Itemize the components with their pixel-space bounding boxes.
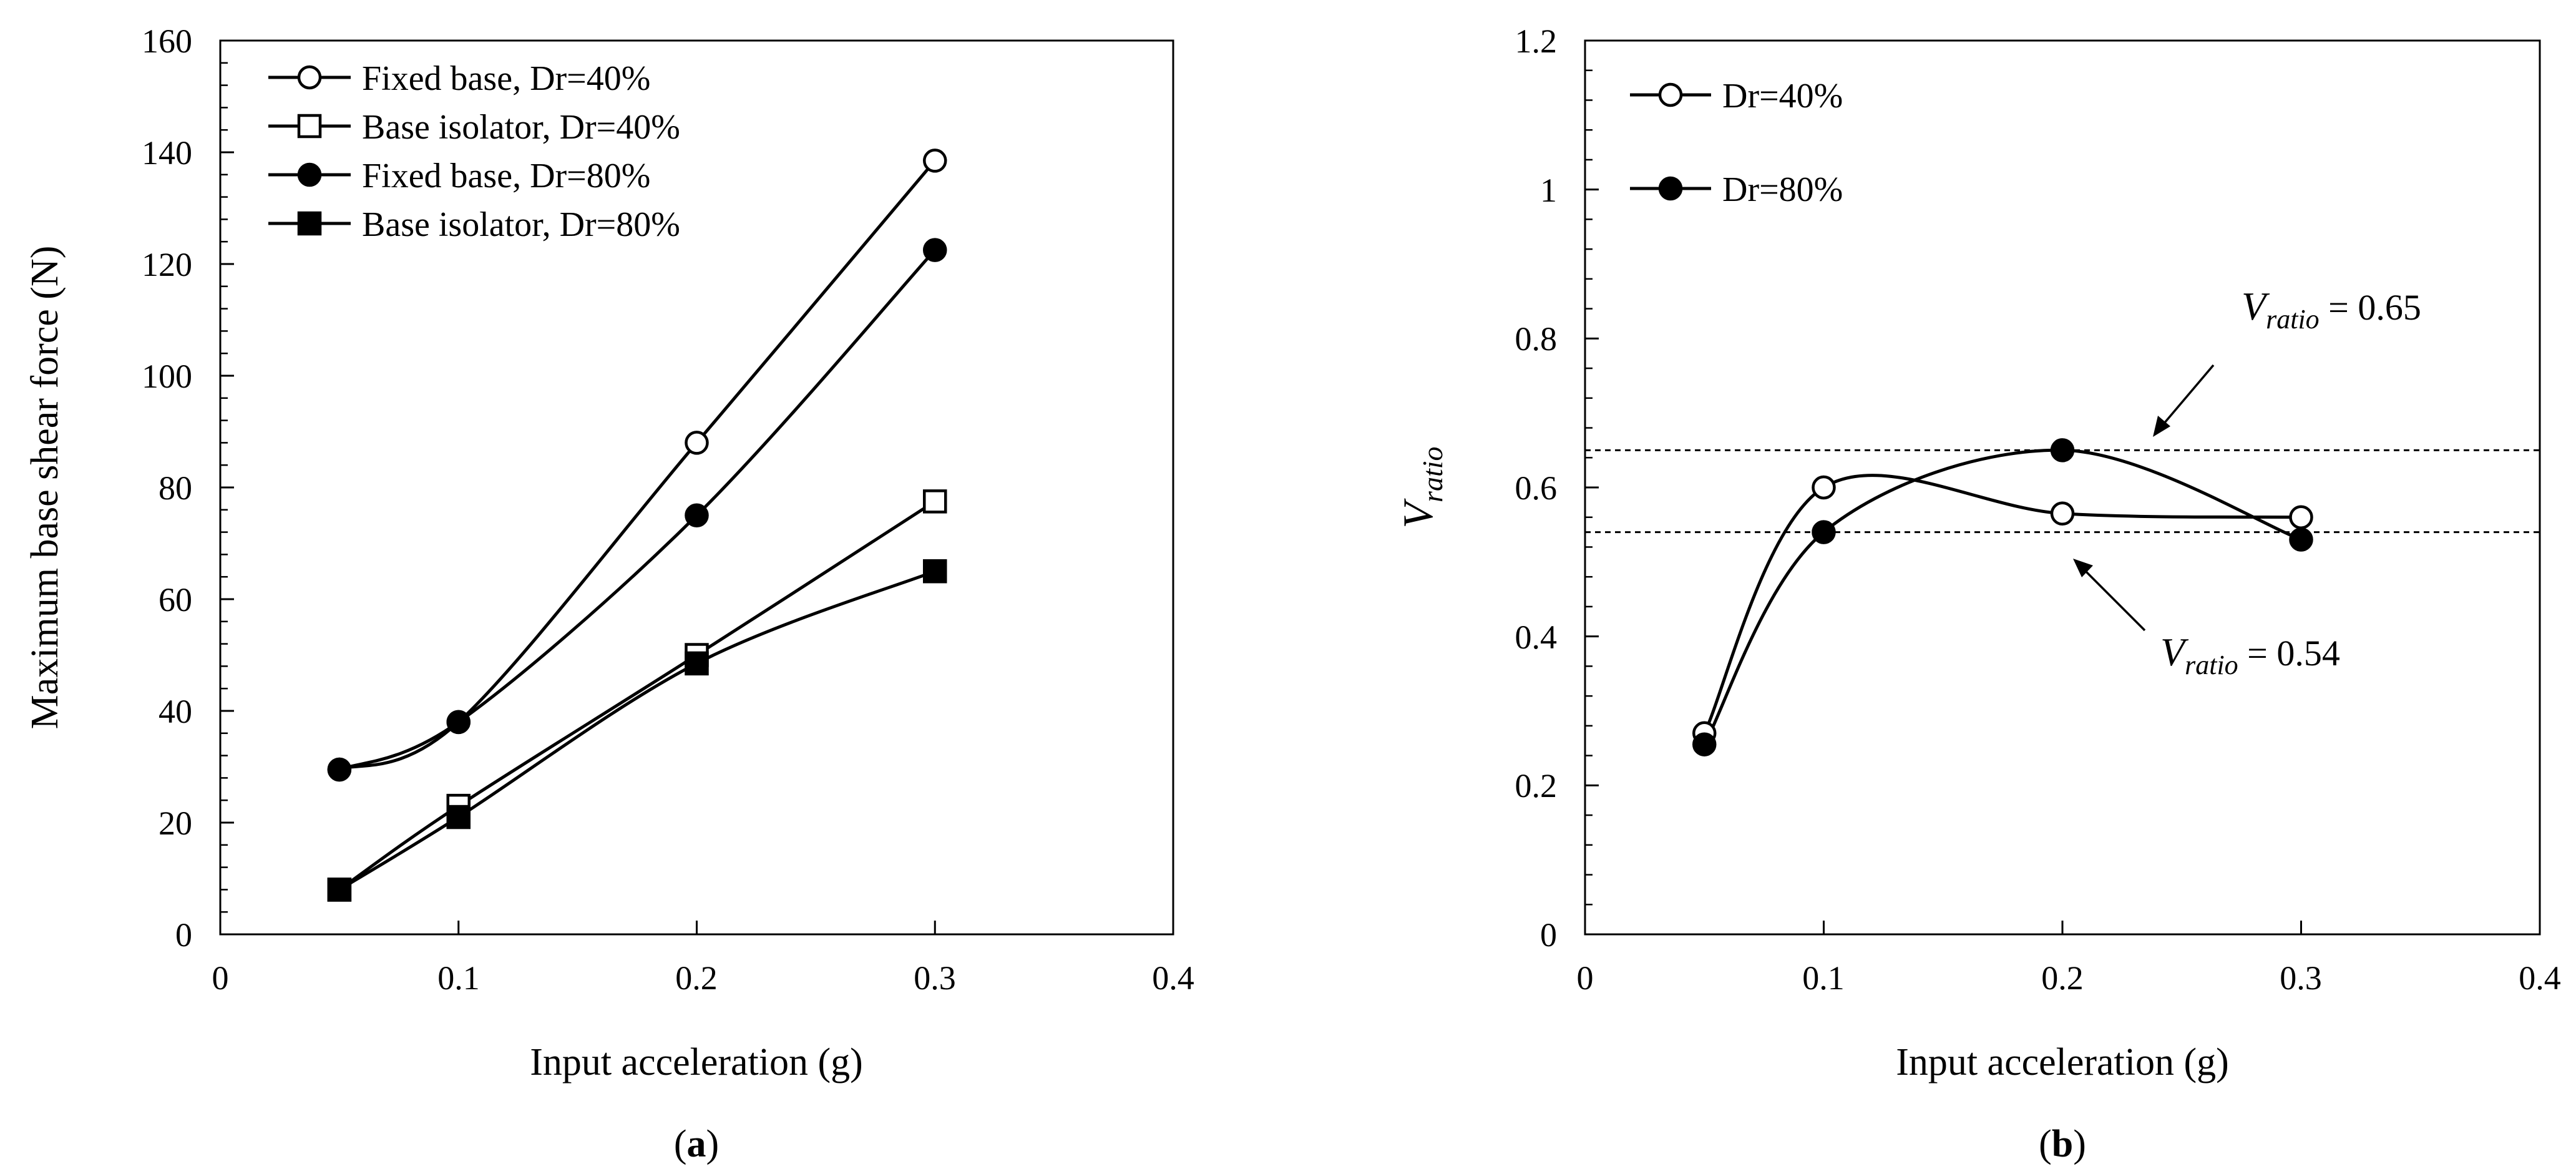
b-ytick-label: 0.4 xyxy=(1515,619,1558,656)
b-data-point xyxy=(1812,520,1836,544)
b-legend-item: Dr=80% xyxy=(1630,170,1843,209)
a-ytick-label: 140 xyxy=(142,134,192,172)
a-data-point xyxy=(685,503,709,527)
b-series-line-1 xyxy=(1703,474,2301,734)
b-ytick-label: 0.8 xyxy=(1515,320,1558,358)
a-legend-label: Fixed base, Dr=80% xyxy=(362,157,650,195)
a-ytick-label: 100 xyxy=(142,358,192,395)
b-ytick-label: 0.6 xyxy=(1515,469,1558,507)
a-xtick-label: 0.2 xyxy=(675,959,718,997)
b-ytick-label: 0 xyxy=(1540,916,1557,954)
b-ytick-label: 1 xyxy=(1540,172,1557,209)
b-legend: Dr=40% Dr=80% xyxy=(1630,77,1843,209)
a-ytick-label: 40 xyxy=(159,693,192,730)
a-data-point xyxy=(685,431,709,455)
a-ytick-label: 20 xyxy=(159,805,192,842)
a-data-point xyxy=(923,238,947,262)
b-annotation-upper: Vratio = 0.65 xyxy=(2153,284,2421,437)
axis-ticks-b xyxy=(1584,39,2541,936)
a-x-axis-title: Input acceleration (g) xyxy=(530,1041,863,1084)
series-lines-a xyxy=(338,159,937,891)
a-legend-item: Fixed base, Dr=40% xyxy=(268,59,650,98)
b-data-point xyxy=(2289,505,2313,529)
a-xtick-label: 0 xyxy=(212,959,229,997)
chart-panel-a: 0 20 40 60 80 100 120 140 160 0 0.1 0.2 … xyxy=(24,22,1194,1165)
b-legend-label: Dr=80% xyxy=(1722,170,1843,209)
b-annotation-lower: Vratio = 0.54 xyxy=(2073,559,2340,680)
a-legend-item: Base isolator, Dr=80% xyxy=(268,205,680,244)
a-legend-label: Fixed base, Dr=40% xyxy=(362,59,650,98)
a-xtick-label: 0.4 xyxy=(1152,959,1194,997)
a-legend-item: Fixed base, Dr=80% xyxy=(268,157,650,195)
a-y-axis-title: Maximum base shear force (N) xyxy=(24,246,66,730)
a-series-line-2 xyxy=(338,500,936,891)
series-markers-a xyxy=(327,149,947,902)
series-markers-b xyxy=(1692,438,2313,756)
a-data-point xyxy=(446,710,471,735)
a-ytick-label: 60 xyxy=(159,581,192,619)
b-legend-item: Dr=40% xyxy=(1630,77,1843,115)
a-ytick-label: 120 xyxy=(142,246,192,283)
a-series-line-4 xyxy=(338,569,936,891)
b-series-line-2 xyxy=(1703,448,2302,745)
a-xtick-label: 0.3 xyxy=(914,959,956,997)
b-annotation-upper-arrowhead xyxy=(2153,416,2170,437)
a-legend-label: Base isolator, Dr=40% xyxy=(362,108,680,147)
a-data-point xyxy=(685,651,709,676)
a-legend-item: Base isolator, Dr=40% xyxy=(268,108,680,147)
b-xtick-label: 0.3 xyxy=(2280,959,2322,997)
b-xtick-label: 0.4 xyxy=(2519,959,2561,997)
chart-panel-b: 0 0.2 0.4 0.6 0.8 1 1.2 0 0.1 0.2 0.3 0.… xyxy=(1394,22,2561,1165)
b-data-point xyxy=(1692,732,1717,756)
b-annotation-lower-arrow xyxy=(2077,562,2146,632)
b-data-point xyxy=(1812,475,1836,500)
b-data-point xyxy=(2050,438,2075,462)
b-annotation-lower-label: Vratio = 0.54 xyxy=(2160,630,2340,680)
a-data-point xyxy=(327,878,352,902)
a-ytick-label: 0 xyxy=(175,916,192,954)
a-legend-label: Base isolator, Dr=80% xyxy=(362,205,680,244)
series-lines-b xyxy=(1703,448,2302,745)
b-ytick-label: 1.2 xyxy=(1515,22,1558,60)
b-panel-label: (b) xyxy=(2039,1123,2086,1165)
a-data-point xyxy=(923,559,947,584)
b-annotation-lower-arrowhead xyxy=(2073,559,2093,577)
a-data-point xyxy=(446,805,471,829)
a-data-point xyxy=(923,149,947,173)
b-annotation-upper-label: Vratio = 0.65 xyxy=(2242,284,2421,335)
a-panel-label: (a) xyxy=(674,1123,719,1165)
a-data-point xyxy=(923,489,947,514)
a-xtick-label: 0.1 xyxy=(437,959,480,997)
b-xtick-label: 0.2 xyxy=(2041,959,2084,997)
b-legend-label: Dr=40% xyxy=(1722,77,1843,115)
b-y-axis-title: Vratio xyxy=(1394,446,1448,528)
b-xtick-label: 0 xyxy=(1577,959,1594,997)
b-xtick-label: 0.1 xyxy=(1802,959,1845,997)
a-series-line-3 xyxy=(338,248,937,771)
a-series-line-1 xyxy=(338,159,937,771)
b-ytick-label: 0.2 xyxy=(1515,767,1558,805)
b-data-point xyxy=(2289,527,2313,552)
b-x-axis-title: Input acceleration (g) xyxy=(1896,1041,2229,1084)
axis-ticks-a xyxy=(219,39,1174,936)
a-data-point xyxy=(327,757,352,782)
a-ytick-label: 80 xyxy=(159,469,192,507)
b-data-point xyxy=(2050,501,2075,526)
a-legend: Fixed base, Dr=40% Base isolator, Dr=40%… xyxy=(268,59,680,244)
a-ytick-label: 160 xyxy=(142,22,192,60)
b-annotation-upper-arrow xyxy=(2157,364,2215,432)
